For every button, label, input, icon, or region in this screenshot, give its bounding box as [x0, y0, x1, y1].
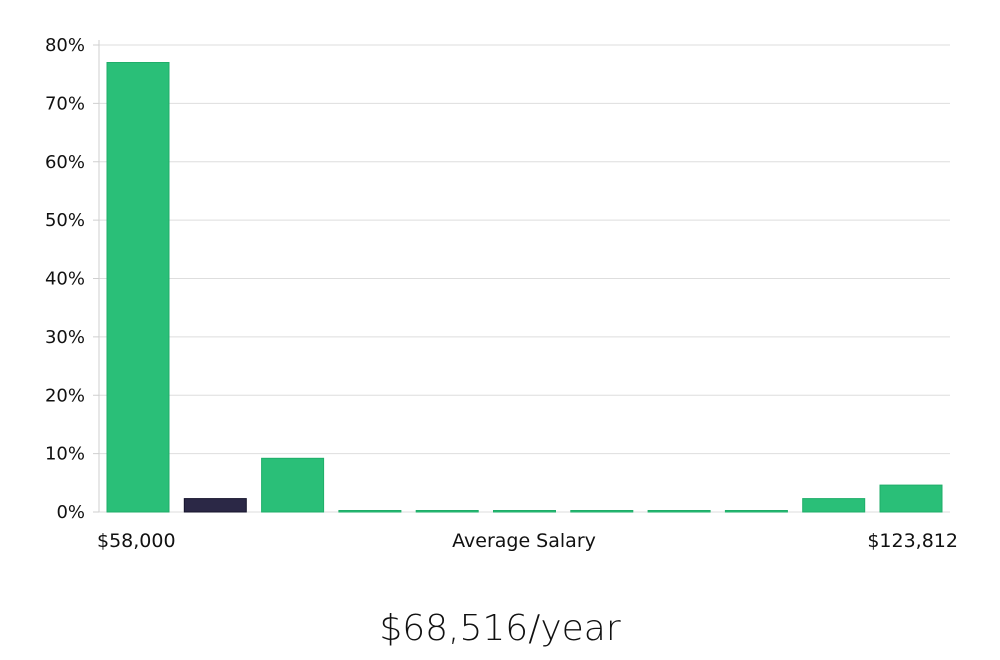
- bar-8: [724, 510, 788, 513]
- y-tick-label-40: 40%: [45, 269, 85, 290]
- x-axis-title: Average Salary: [452, 530, 596, 552]
- bar-10: [879, 484, 943, 513]
- y-tick-label-0: 0%: [56, 502, 85, 523]
- y-tick-label-80: 80%: [45, 35, 85, 56]
- gridlines: [99, 44, 950, 513]
- x-min-label: $58,000: [97, 530, 176, 552]
- bar-3: [338, 510, 402, 513]
- y-tick-label-30: 30%: [45, 327, 85, 348]
- x-max-label: $123,812: [867, 530, 958, 552]
- average-salary-caption: $68,516/year: [379, 608, 621, 649]
- bar-9: [802, 498, 866, 513]
- y-tick-label-20: 20%: [45, 385, 85, 406]
- bar-7: [647, 510, 711, 513]
- y-tick-label-70: 70%: [45, 93, 85, 114]
- y-tick-label-60: 60%: [45, 152, 85, 173]
- y-axis-ticks: 0% 10% 20% 30% 40% 50% 60% 70% 80%: [45, 35, 99, 523]
- bar-6: [570, 510, 634, 513]
- y-tick-label-50: 50%: [45, 210, 85, 231]
- salary-histogram: 0% 10% 20% 30% 40% 50% 60% 70% 80% $58,000 Avera…: [45, 35, 958, 552]
- y-tick-label-10: 10%: [45, 444, 85, 465]
- bar-4: [415, 510, 479, 513]
- bar-2: [261, 457, 325, 513]
- bar-highlighted-1: [183, 498, 247, 513]
- bar-0: [106, 62, 170, 513]
- bar-5: [493, 510, 556, 513]
- bars: [106, 62, 943, 513]
